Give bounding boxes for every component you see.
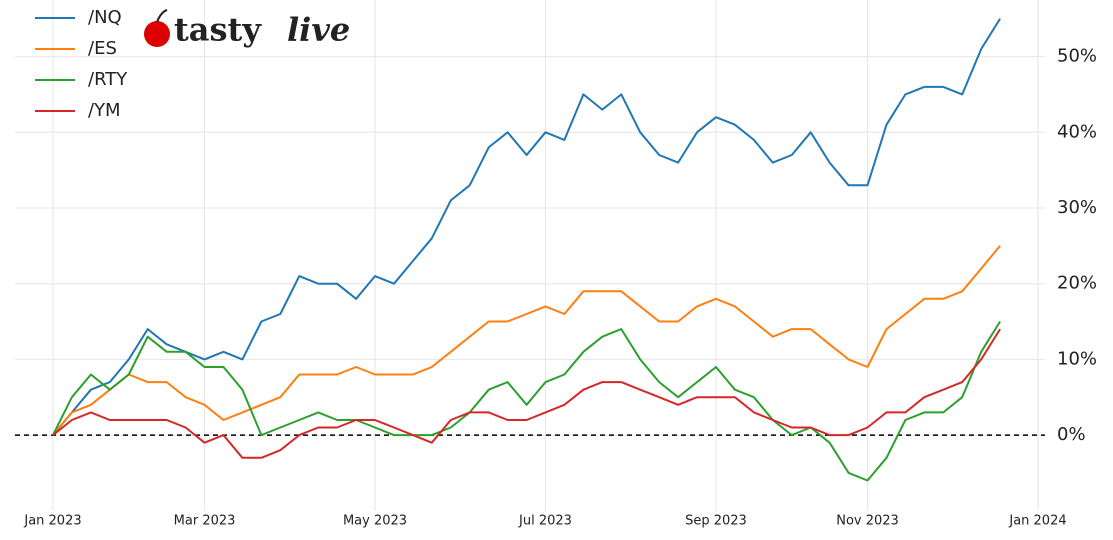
logo-stem: [156, 9, 168, 23]
y-tick-label: 40%: [1057, 121, 1097, 142]
logo-text: live: [287, 11, 350, 49]
series-line: [52, 245, 1001, 436]
y-tick-label: 20%: [1057, 273, 1097, 294]
y-tick-label: 50%: [1057, 46, 1097, 67]
x-tick-label: Mar 2023: [174, 514, 236, 529]
series-line: [52, 328, 1001, 459]
x-tick-label: Jan 2024: [1008, 514, 1066, 529]
logo: tasty live: [144, 9, 350, 49]
x-tick-label: Jan 2023: [23, 514, 81, 529]
y-tick-label: 0%: [1057, 424, 1086, 445]
series-line: [52, 320, 1001, 482]
y-tick-label: 30%: [1057, 197, 1097, 218]
logo-icon: [144, 21, 170, 47]
grid: [15, 0, 1045, 511]
legend-label: /NQ: [88, 7, 122, 28]
series-line: [52, 18, 1001, 436]
logo-text: tasty: [174, 11, 262, 49]
x-tick-label: Jul 2023: [518, 514, 572, 529]
legend-label: /YM: [88, 100, 121, 121]
y-tick-label: 10%: [1057, 348, 1097, 369]
legend-label: /RTY: [88, 69, 128, 90]
x-tick-label: May 2023: [343, 514, 407, 529]
x-tick-label: Sep 2023: [685, 514, 747, 529]
legend-label: /ES: [88, 38, 117, 59]
x-tick-label: Nov 2023: [836, 514, 899, 529]
